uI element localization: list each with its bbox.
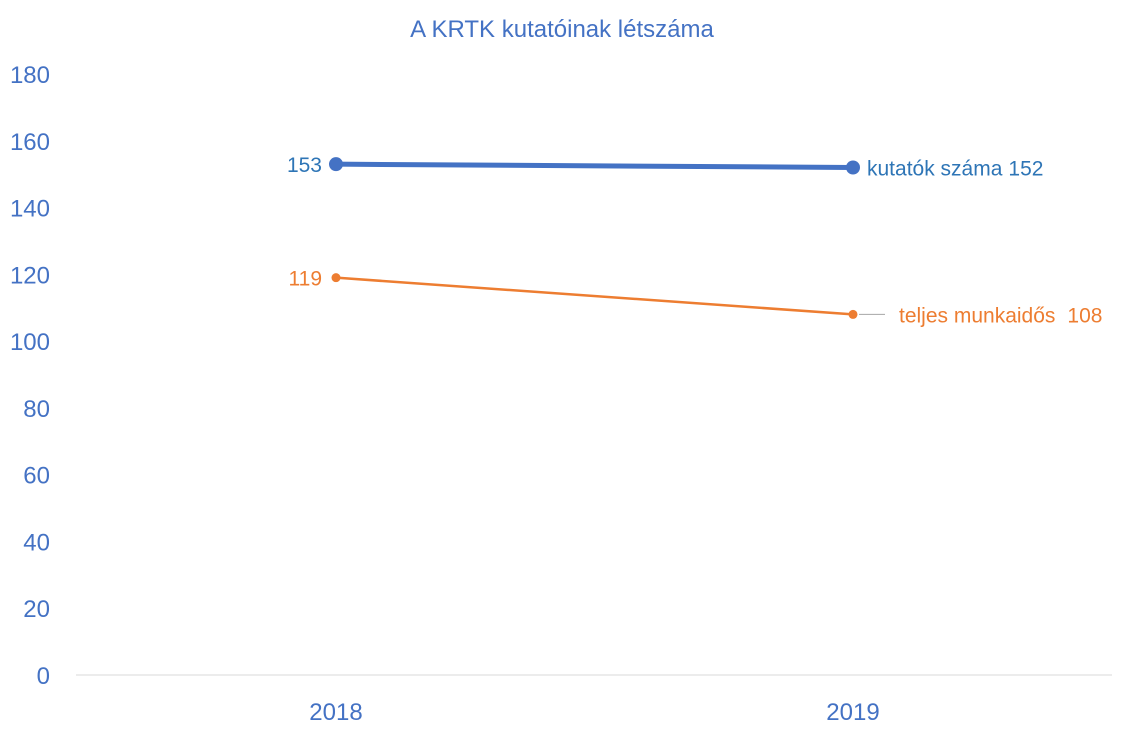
series-line-teljes-munkaidos	[334, 276, 855, 316]
data-point	[331, 273, 341, 283]
y-tick-label: 60	[23, 463, 50, 490]
y-axis-ticks: 0 20 40 60 80 100 120 140 160 180	[10, 62, 50, 690]
y-tick-label: 180	[10, 62, 50, 89]
series-line-kutatok	[333, 161, 856, 170]
series-layer	[329, 157, 860, 319]
x-tick-label: 2018	[309, 699, 362, 726]
series-name: teljes munkaidős	[899, 304, 1055, 327]
data-point	[846, 160, 860, 175]
y-tick-label: 120	[10, 262, 50, 289]
y-tick-label: 100	[10, 329, 50, 356]
chart-title: A KRTK kutatóinak létszáma	[410, 16, 714, 43]
x-axis-ticks: 2018 2019	[309, 699, 879, 726]
data-point	[329, 157, 343, 172]
data-label: kutatók száma 152	[867, 157, 1043, 180]
data-label: 119	[289, 268, 322, 291]
series-last-value: 152	[1008, 157, 1043, 180]
y-tick-label: 40	[23, 529, 50, 556]
data-label: 153	[287, 154, 322, 177]
y-tick-label: 0	[37, 663, 50, 690]
y-tick-label: 140	[10, 196, 50, 223]
y-tick-label: 160	[10, 129, 50, 156]
data-point	[848, 309, 858, 319]
data-label: teljes munkaidős 108	[899, 304, 1102, 327]
series-last-value: 108	[1067, 304, 1102, 327]
series-name: kutatók száma	[867, 157, 1003, 180]
data-labels-layer: 153 kutatók száma 152 119 teljes munkaidős 10…	[287, 154, 1103, 327]
y-tick-label: 20	[23, 596, 50, 623]
y-tick-label: 80	[23, 396, 50, 423]
x-tick-label: 2019	[826, 699, 879, 726]
